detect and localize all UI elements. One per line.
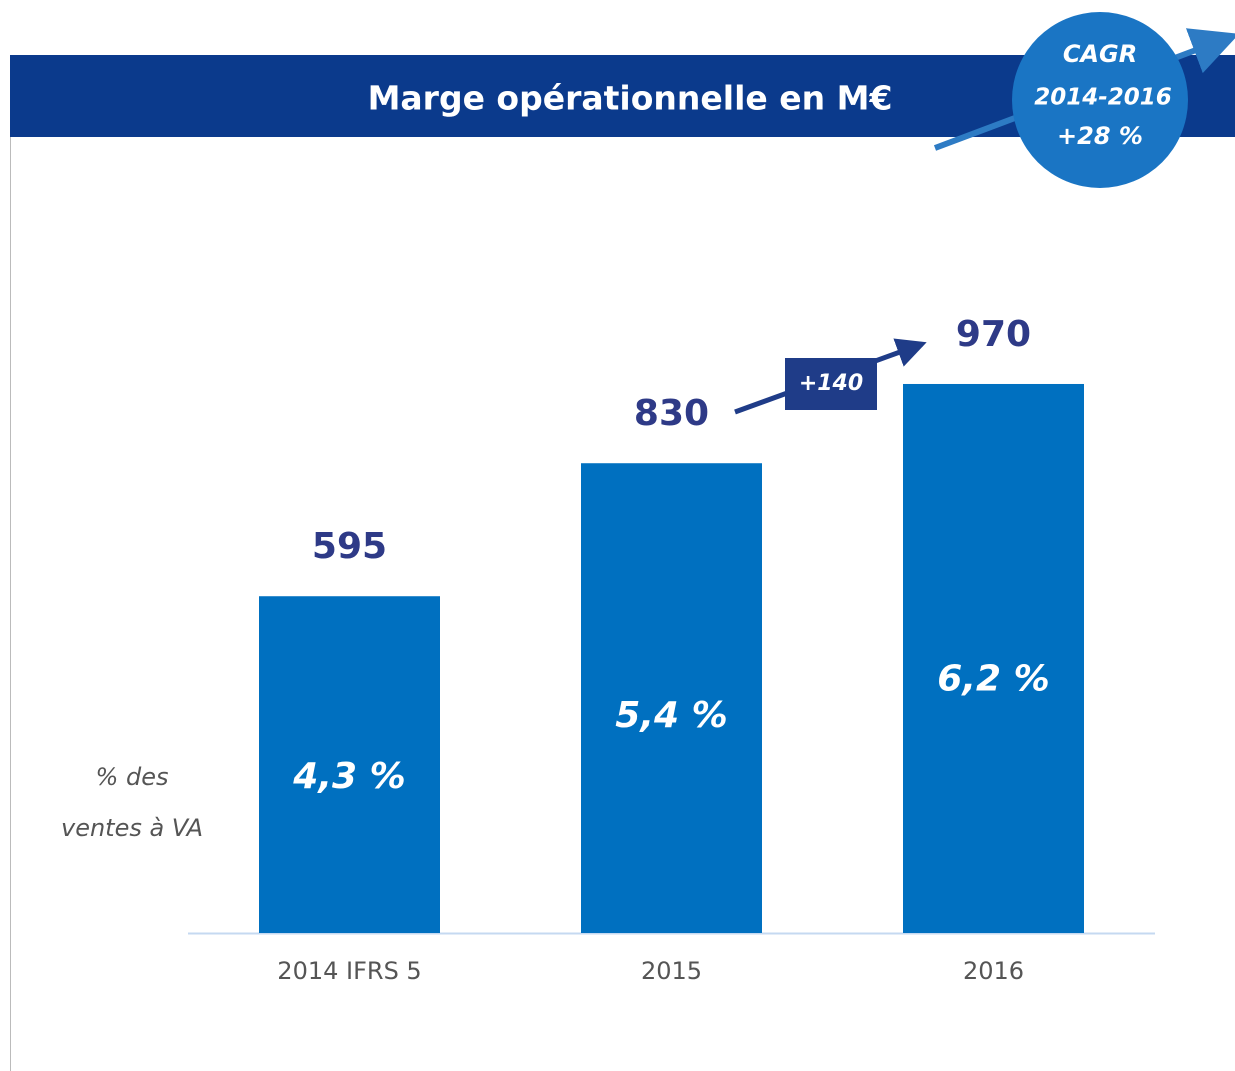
x-tick-label: 2015 xyxy=(641,957,702,985)
bar xyxy=(581,463,762,933)
value-label: 830 xyxy=(634,393,709,434)
share-caption: % des xyxy=(96,763,169,791)
share-label: 4,3 % xyxy=(292,756,405,797)
cagr-circle xyxy=(1012,12,1188,188)
x-tick-label: 2014 IFRS 5 xyxy=(277,957,421,985)
cagr-value: +28 % xyxy=(1057,122,1143,150)
bar xyxy=(259,596,440,933)
chart-title: Marge opérationnelle en M€ xyxy=(368,79,893,118)
x-tick-label: 2016 xyxy=(963,957,1024,985)
share-caption: ventes à VA xyxy=(61,814,203,842)
value-label: 595 xyxy=(312,526,387,567)
cagr-period: 2014-2016 xyxy=(1034,85,1172,111)
delta-box xyxy=(785,358,877,410)
share-label: 5,4 % xyxy=(615,695,727,736)
value-label: 970 xyxy=(956,314,1031,355)
share-label: 6,2 % xyxy=(937,658,1049,699)
bar xyxy=(903,383,1084,934)
cagr-title: CAGR xyxy=(1063,40,1137,68)
delta-label: +140 xyxy=(799,371,863,396)
